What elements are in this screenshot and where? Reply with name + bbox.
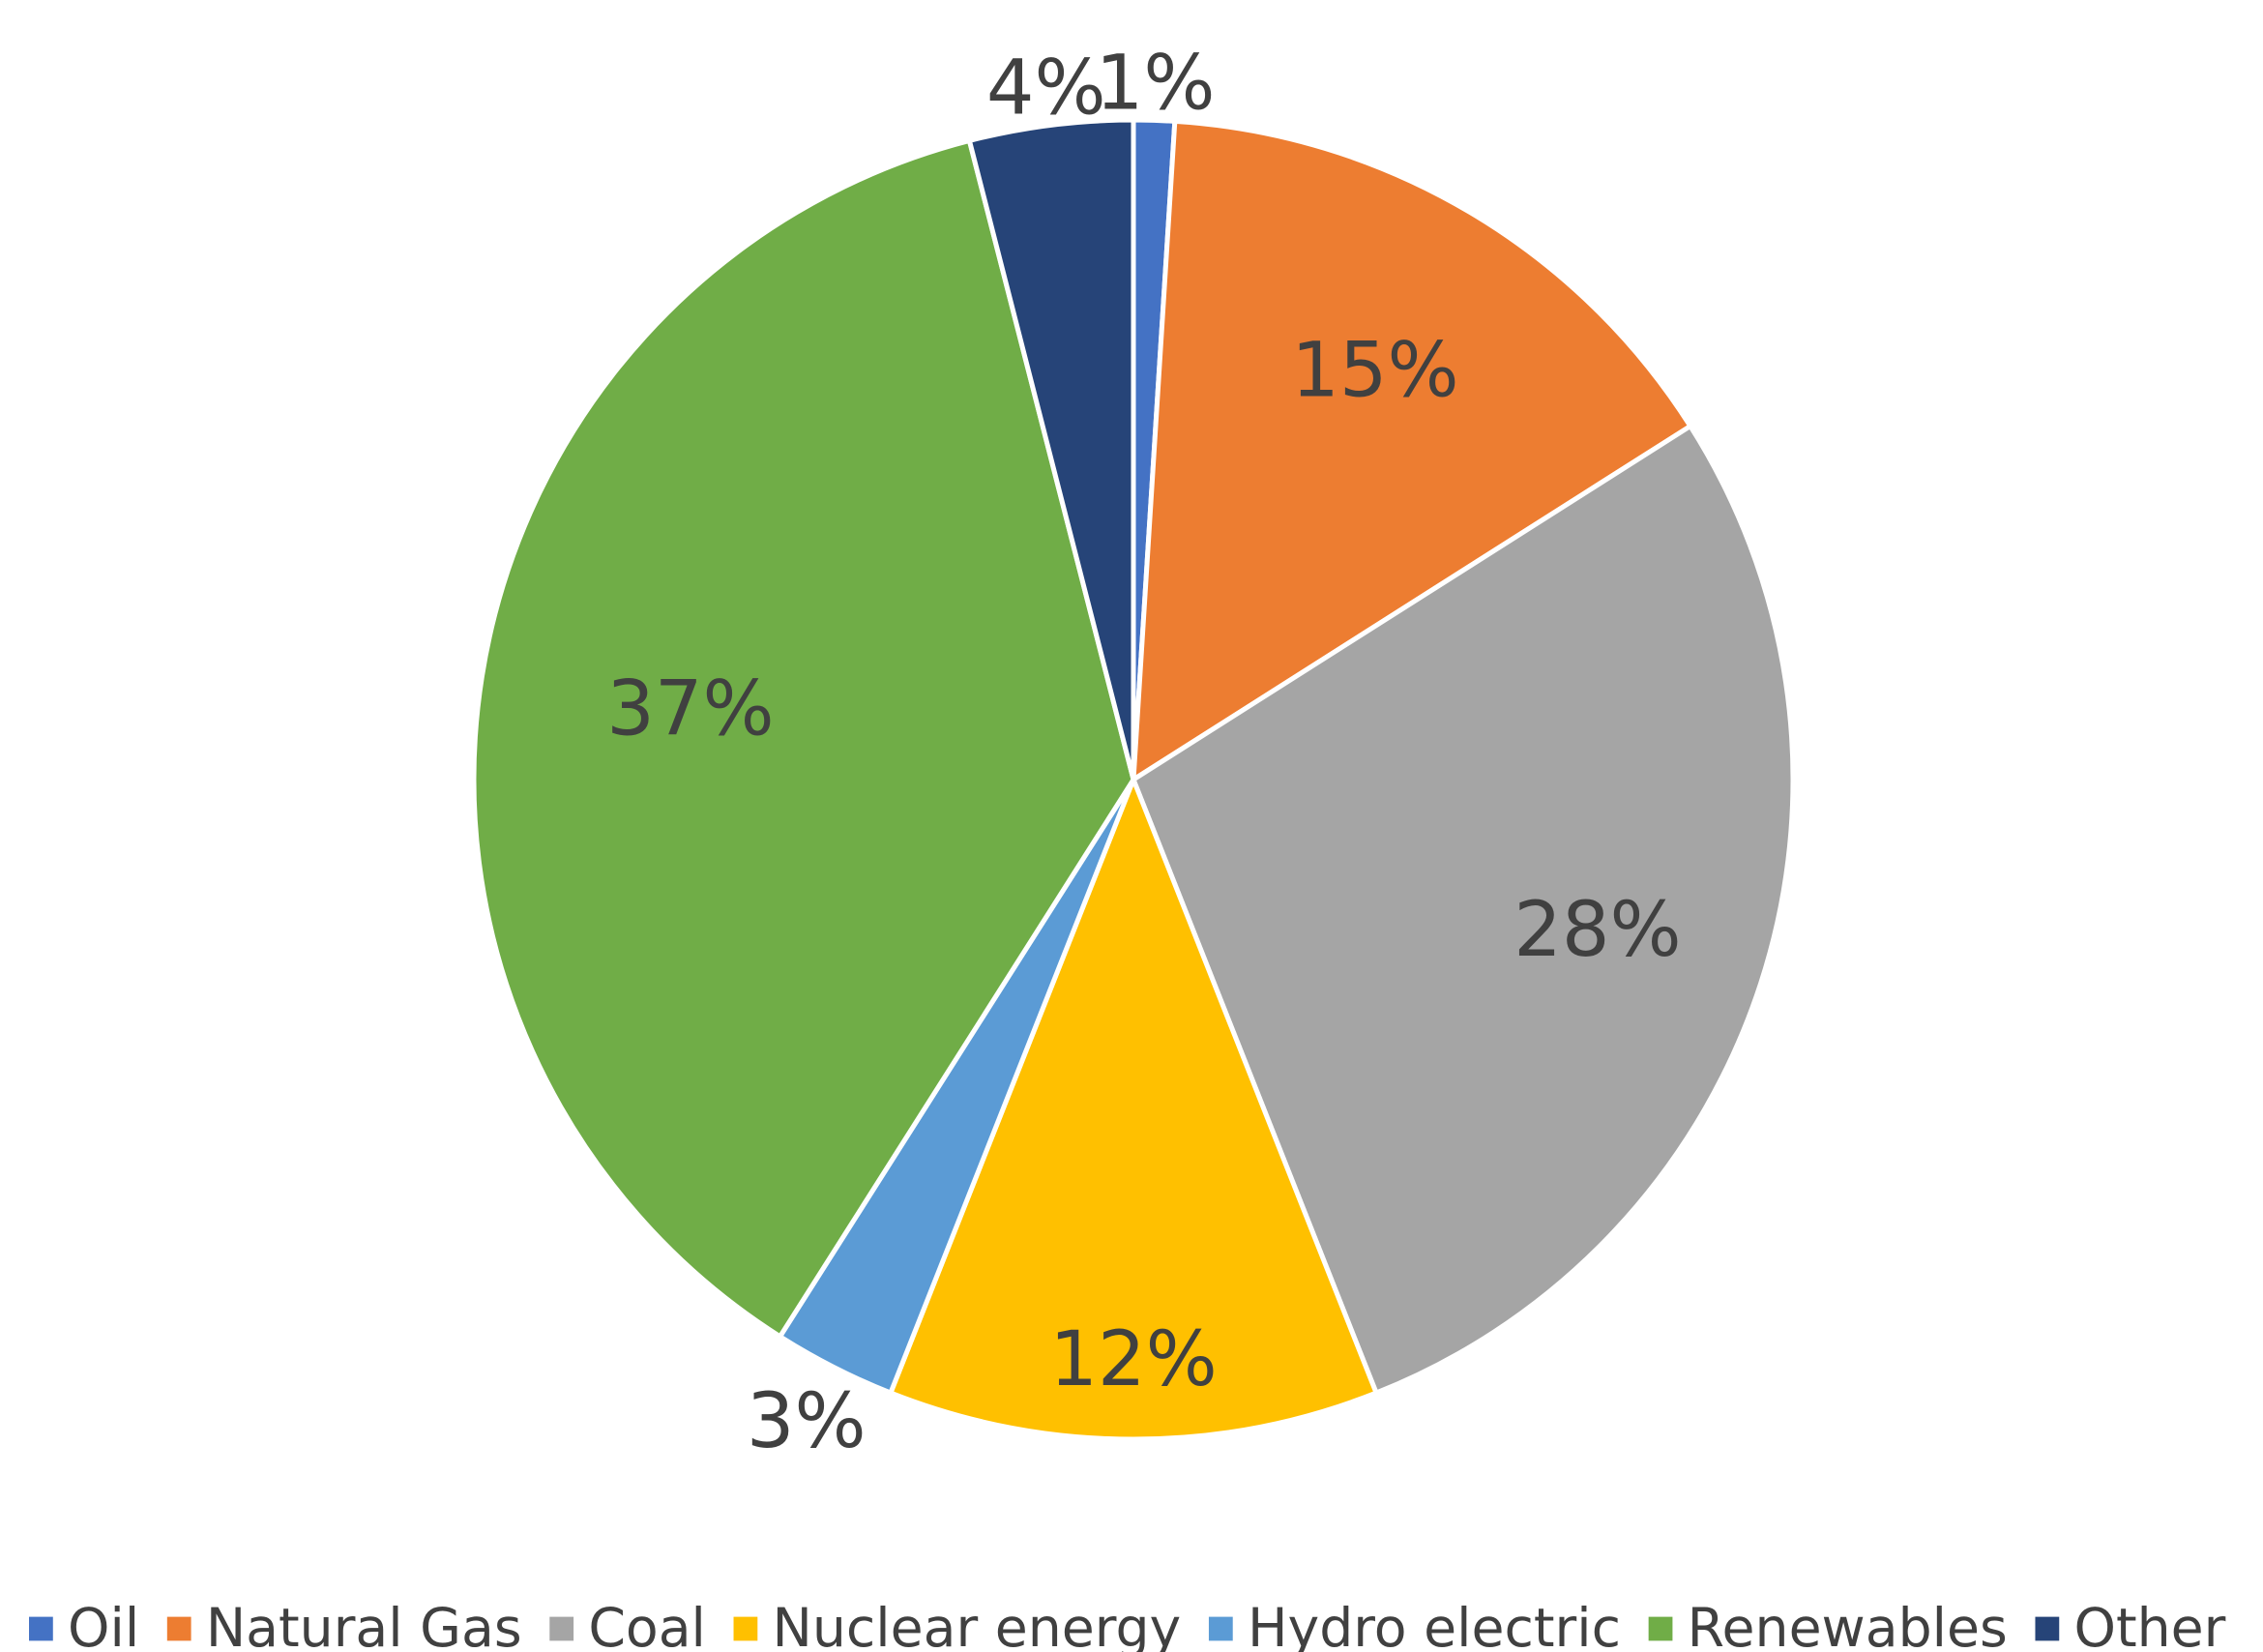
legend-swatch-other (2035, 1616, 2060, 1641)
legend-label-natural-gas: Natural Gas (206, 1598, 522, 1652)
legend-swatch-hydro-electric (1208, 1616, 1233, 1641)
legend-swatch-renewables (1648, 1616, 1673, 1641)
legend-label-hydro-electric: Hydro electric (1248, 1598, 1621, 1652)
legend-item-hydro-electric: Hydro electric (1208, 1598, 1621, 1652)
legend-swatch-natural-gas (166, 1616, 191, 1641)
legend-swatch-nuclear-energy (733, 1616, 758, 1641)
legend-item-renewables: Renewables (1648, 1598, 2008, 1652)
data-label-nuclear-energy: 12% (1049, 1316, 1217, 1403)
legend-item-other: Other (2035, 1598, 2226, 1652)
legend-label-other: Other (2074, 1598, 2226, 1652)
legend-item-oil: Oil (29, 1598, 139, 1652)
pie-slice-nuclear-energy (888, 777, 1379, 1442)
legend-label-nuclear-energy: Nuclear energy (773, 1598, 1182, 1652)
legend-label-oil: Oil (68, 1598, 139, 1652)
legend-item-coal: Coal (549, 1598, 706, 1652)
data-label-hydro-electric: 3% (747, 1378, 867, 1465)
pie-slice-other (966, 117, 1136, 782)
legend-label-renewables: Renewables (1688, 1598, 2008, 1652)
data-label-oil: 1% (1096, 40, 1216, 127)
pie-slices (471, 117, 1796, 1442)
pie-slice-natural-gas (1131, 118, 1693, 782)
legend-item-nuclear-energy: Nuclear energy (733, 1598, 1182, 1652)
pie-slice-renewables (471, 137, 1136, 1340)
legend-swatch-coal (549, 1616, 574, 1641)
pie-slice-coal (1131, 424, 1796, 1396)
legend-item-natural-gas: Natural Gas (166, 1598, 522, 1652)
data-label-other: 4% (986, 45, 1106, 133)
data-label-natural-gas: 15% (1291, 327, 1458, 414)
legend-label-coal: Coal (588, 1598, 706, 1652)
legend-swatch-oil (29, 1616, 53, 1641)
pie-data-labels: 1% 15% 28% 12% 3% 37% 4% (606, 40, 1681, 1464)
data-label-coal: 28% (1514, 887, 1681, 974)
legend: Oil Natural Gas Coal Nuclear energy Hydro el… (29, 1598, 2226, 1652)
data-label-renewables: 37% (606, 665, 774, 752)
